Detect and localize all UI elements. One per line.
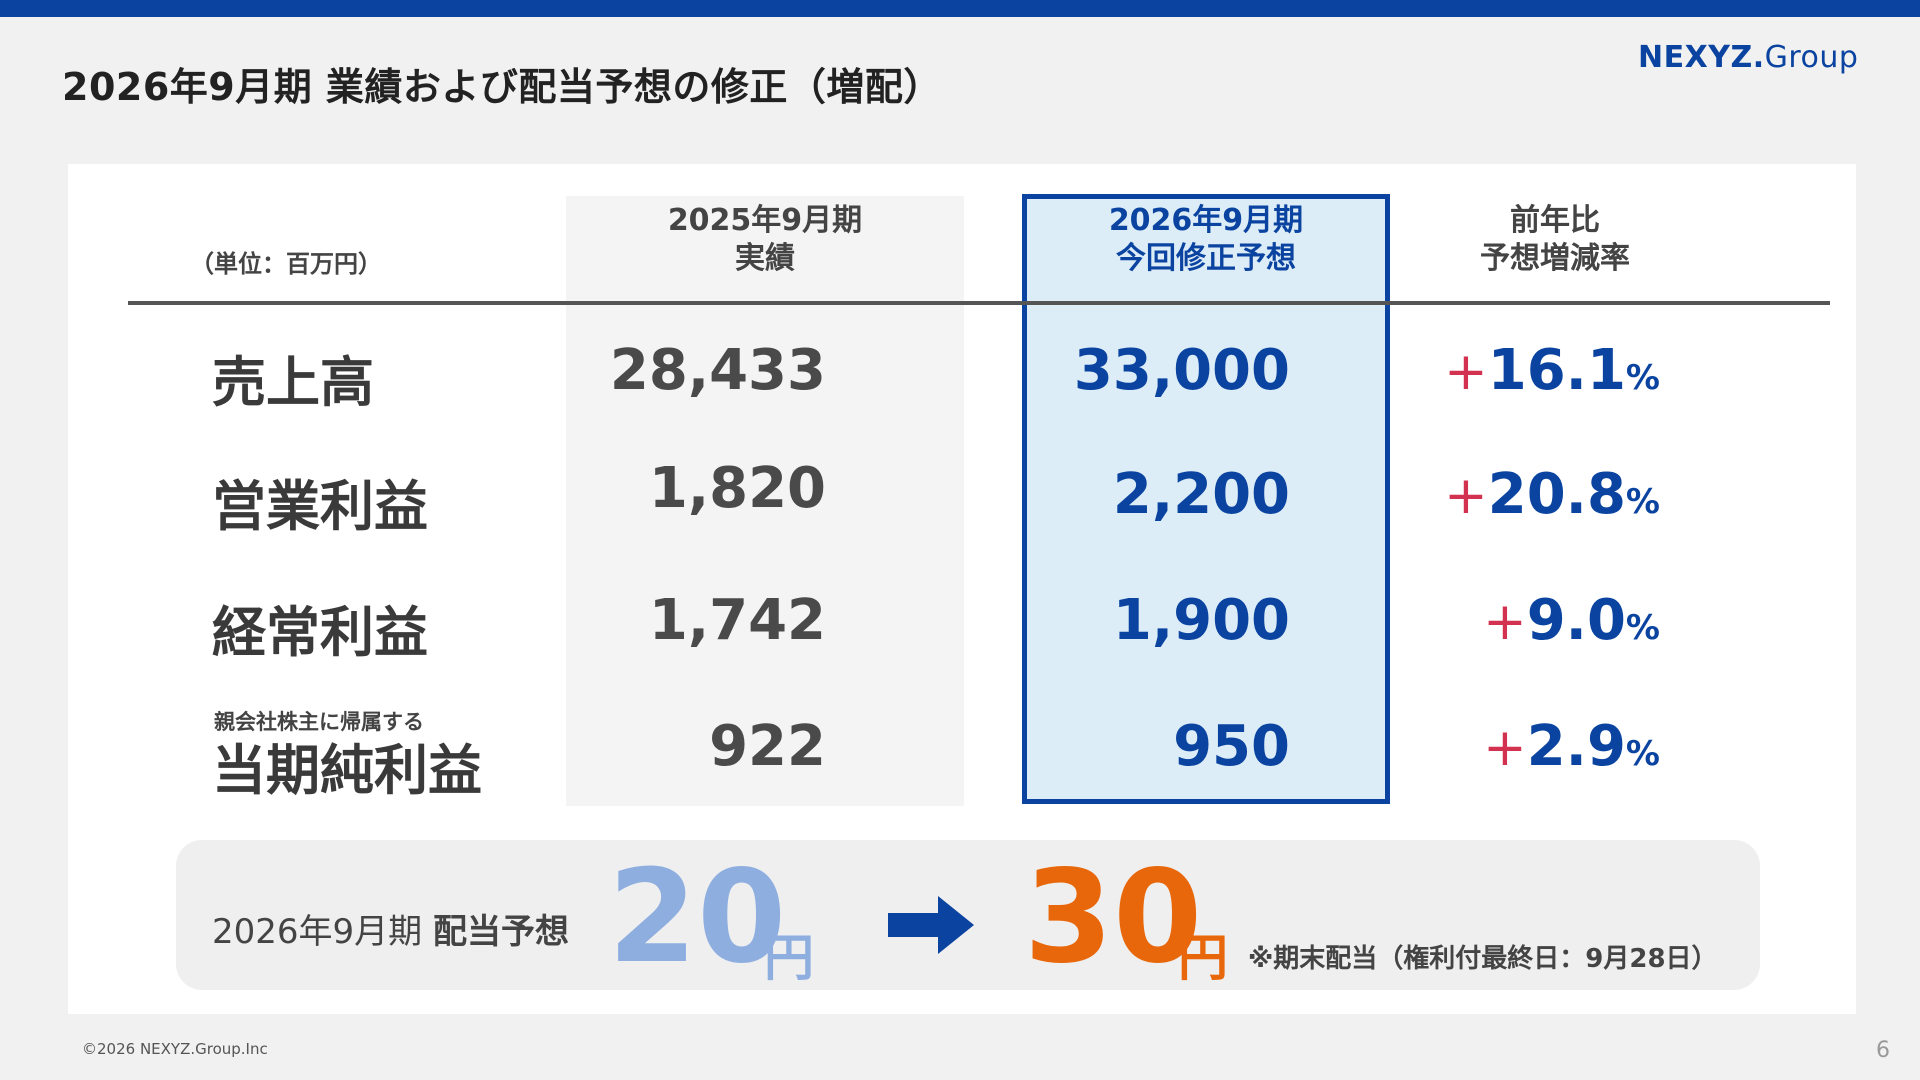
column-header-rate-line1: 前年比: [1510, 203, 1600, 238]
column-header-rate: 前年比 予想増減率: [1400, 202, 1710, 278]
rate-value: 20.8: [1487, 462, 1626, 527]
page-number: 6: [1876, 1038, 1890, 1063]
dividend-label: 2026年9月期 配当予想: [212, 904, 569, 953]
value-current-net-income: 950: [1173, 714, 1290, 779]
prev-year-column-bg: [566, 196, 964, 806]
logo-sub: Group: [1764, 40, 1859, 75]
value-prev-operating-profit: 1,820: [648, 456, 826, 521]
column-header-current: 2026年9月期 今回修正予想: [1022, 202, 1390, 278]
row-sublabel-net-income: 親会社株主に帰属する: [214, 710, 424, 734]
value-prev-sales: 28,433: [609, 338, 826, 403]
value-current-sales: 33,000: [1073, 338, 1290, 403]
value-prev-net-income: 922: [709, 714, 826, 779]
rate-ordinary-profit: +9.0%: [1400, 588, 1660, 653]
column-header-current-line2: 今回修正予想: [1116, 241, 1296, 276]
percent-sign: %: [1625, 358, 1660, 398]
dividend-old-unit: 円: [764, 929, 814, 987]
dividend-box: [176, 840, 1760, 990]
arrow-right-icon: [888, 896, 974, 954]
plus-sign: +: [1483, 592, 1527, 652]
column-header-current-line1: 2026年9月期: [1108, 203, 1304, 238]
dividend-new-unit: 円: [1178, 929, 1228, 987]
dividend-period: 2026年9月期: [212, 912, 423, 952]
dividend-new-value: 30: [1024, 843, 1203, 992]
column-header-rate-line2: 予想増減率: [1480, 241, 1630, 276]
value-prev-ordinary-profit: 1,742: [648, 588, 826, 653]
copyright: ©2026 NEXYZ.Group.Inc: [82, 1040, 268, 1058]
row-label-net-income: 当期純利益: [212, 739, 482, 802]
value-current-operating-profit: 2,200: [1112, 462, 1290, 527]
company-logo: NEXYZ.Group: [1638, 40, 1858, 75]
percent-sign: %: [1625, 482, 1660, 522]
plus-sign: +: [1444, 342, 1488, 402]
row-label-operating-profit: 営業利益: [212, 475, 428, 538]
row-label-sales: 売上高: [212, 351, 374, 414]
row-label-ordinary-profit: 経常利益: [212, 601, 428, 664]
column-header-prev: 2025年9月期 実績: [566, 202, 964, 278]
rate-value: 9.0: [1526, 588, 1626, 653]
rate-operating-profit: +20.8%: [1400, 462, 1660, 527]
top-accent-bar: [0, 0, 1920, 17]
plus-sign: +: [1483, 718, 1527, 778]
rate-value: 2.9: [1526, 714, 1626, 779]
column-header-prev-line1: 2025年9月期: [667, 203, 863, 238]
rate-sales: +16.1%: [1400, 338, 1660, 403]
percent-sign: %: [1625, 734, 1660, 774]
current-forecast-column-highlight: [1022, 194, 1390, 804]
header-divider: [128, 301, 1830, 305]
value-current-ordinary-profit: 1,900: [1112, 588, 1290, 653]
dividend-note: ※期末配当（権利付最終日：9月28日）: [1248, 944, 1718, 974]
unit-label: （単位：百万円）: [190, 250, 382, 278]
column-header-prev-line2: 実績: [735, 241, 795, 276]
dividend-label-text: 配当予想: [432, 912, 569, 952]
dividend-old-value: 20: [608, 843, 787, 992]
page-title: 2026年9月期 業績および配当予想の修正（増配）: [62, 65, 942, 109]
logo-main: NEXYZ.: [1638, 40, 1765, 75]
rate-value: 16.1: [1487, 338, 1626, 403]
percent-sign: %: [1625, 608, 1660, 648]
rate-net-income: +2.9%: [1400, 714, 1660, 779]
plus-sign: +: [1444, 466, 1488, 526]
